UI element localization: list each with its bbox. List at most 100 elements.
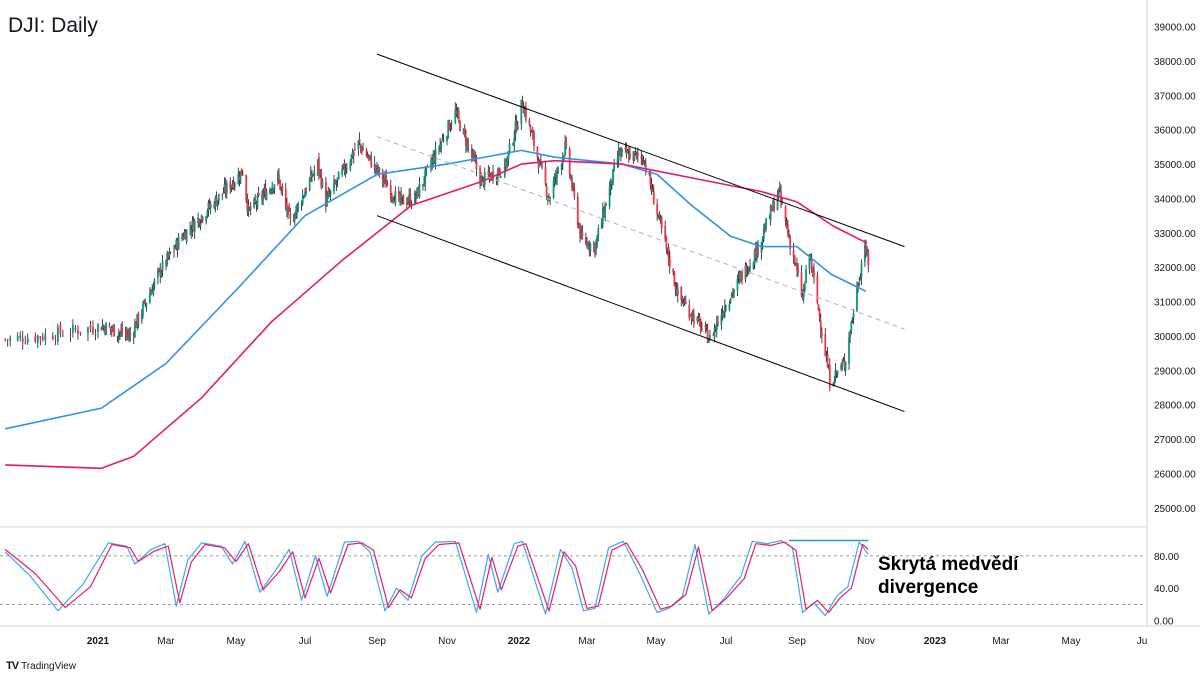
candle-down bbox=[470, 147, 473, 157]
candle-up bbox=[561, 156, 564, 164]
candle-down bbox=[780, 190, 782, 202]
candle-down bbox=[809, 255, 812, 258]
candle-down bbox=[374, 165, 377, 170]
candle-down bbox=[222, 193, 225, 194]
candle-up bbox=[430, 163, 432, 167]
candle-down bbox=[137, 313, 140, 323]
candle-up bbox=[239, 171, 242, 183]
candle-up bbox=[595, 240, 597, 251]
price-tick-label: 32000.00 bbox=[1154, 263, 1196, 274]
candle-up bbox=[207, 202, 210, 212]
candle-down bbox=[92, 327, 94, 334]
candle-down bbox=[459, 121, 461, 132]
candle-down bbox=[632, 151, 635, 161]
candle-up bbox=[253, 198, 255, 208]
candle-down bbox=[61, 335, 64, 337]
candle-up bbox=[384, 176, 386, 179]
candle-up bbox=[329, 190, 332, 195]
candle-up bbox=[620, 151, 622, 156]
candle-up bbox=[369, 155, 371, 157]
candle-up bbox=[596, 235, 599, 243]
candle-up bbox=[185, 229, 188, 243]
candle-down bbox=[213, 204, 216, 208]
candle-up bbox=[746, 272, 749, 274]
candle-up bbox=[341, 168, 344, 175]
candle-down bbox=[39, 336, 42, 339]
time-axis: 2021 Mar May Jul Sep Nov 2022 Mar May Jul Sep Nov 20… bbox=[87, 636, 1147, 647]
oscillator-tick-label: 80.00 bbox=[1154, 552, 1179, 563]
candle-up bbox=[506, 157, 509, 166]
candle-up bbox=[189, 228, 191, 230]
candle-up bbox=[120, 330, 122, 332]
candle-down bbox=[415, 195, 417, 198]
candle-up bbox=[136, 314, 139, 328]
candle-up bbox=[199, 223, 202, 227]
candle-down bbox=[652, 190, 655, 205]
candle-up bbox=[295, 210, 297, 219]
candle-up bbox=[153, 279, 156, 286]
candle-down bbox=[201, 217, 204, 221]
candle-up bbox=[101, 325, 104, 329]
candle-down bbox=[343, 163, 346, 172]
candle-up bbox=[666, 248, 669, 250]
candle-down bbox=[810, 260, 813, 270]
time-tick-label: Nov bbox=[438, 636, 456, 647]
candle-up bbox=[44, 334, 47, 341]
candle-up bbox=[729, 298, 732, 303]
candle-up bbox=[432, 155, 435, 162]
candle-up bbox=[777, 187, 780, 198]
candle-up bbox=[19, 335, 22, 338]
candle-down bbox=[108, 325, 111, 327]
candle-down bbox=[182, 236, 185, 239]
stochastic-d-line bbox=[4, 541, 869, 614]
candle-up bbox=[217, 193, 220, 201]
candle-down bbox=[41, 336, 44, 340]
candle-down bbox=[255, 203, 258, 205]
candle-down bbox=[229, 181, 232, 190]
candle-up bbox=[117, 332, 120, 337]
price-pane[interactable] bbox=[4, 53, 905, 470]
candle-up bbox=[102, 326, 105, 328]
candle-up bbox=[181, 236, 183, 240]
candle-up bbox=[808, 254, 811, 269]
candle-down bbox=[548, 196, 550, 200]
candle-down bbox=[361, 147, 363, 153]
oscillator-pane[interactable] bbox=[0, 539, 1145, 617]
candle-down bbox=[192, 221, 195, 232]
candle-down bbox=[659, 216, 662, 221]
candle-down bbox=[536, 146, 539, 158]
candle-down bbox=[644, 164, 647, 171]
candle-down bbox=[245, 175, 248, 200]
candle-up bbox=[841, 362, 844, 365]
price-tick-label: 39000.00 bbox=[1154, 23, 1196, 34]
price-axis: 39000.00 38000.00 37000.00 36000.00 35000.00… bbox=[1154, 23, 1196, 515]
candle-down bbox=[246, 198, 249, 211]
candle-down bbox=[531, 131, 534, 136]
candle-up bbox=[765, 218, 767, 230]
candle-down bbox=[151, 290, 154, 294]
candle-down bbox=[367, 154, 370, 157]
candle-up bbox=[152, 285, 155, 295]
price-tick-label: 34000.00 bbox=[1154, 194, 1196, 205]
candle-up bbox=[94, 334, 97, 336]
channel-upper-line bbox=[376, 53, 905, 248]
candle-down bbox=[409, 193, 412, 206]
candle-up bbox=[145, 303, 148, 307]
price-tick-label: 35000.00 bbox=[1154, 160, 1196, 171]
candle-up bbox=[609, 178, 612, 190]
candle-up bbox=[378, 168, 381, 172]
candle-down bbox=[358, 139, 361, 143]
candle-down bbox=[648, 173, 651, 175]
candle-up bbox=[496, 170, 499, 182]
candle-up bbox=[592, 244, 595, 247]
candle-down bbox=[169, 252, 172, 253]
candle-up bbox=[629, 153, 631, 159]
candle-up bbox=[161, 260, 164, 272]
candle-down bbox=[249, 206, 252, 210]
candle-down bbox=[584, 237, 587, 244]
candle-down bbox=[159, 267, 162, 276]
candle-up bbox=[248, 207, 251, 209]
channel-lower-line bbox=[376, 215, 905, 413]
candle-down bbox=[89, 325, 92, 329]
candle-up bbox=[197, 217, 200, 223]
